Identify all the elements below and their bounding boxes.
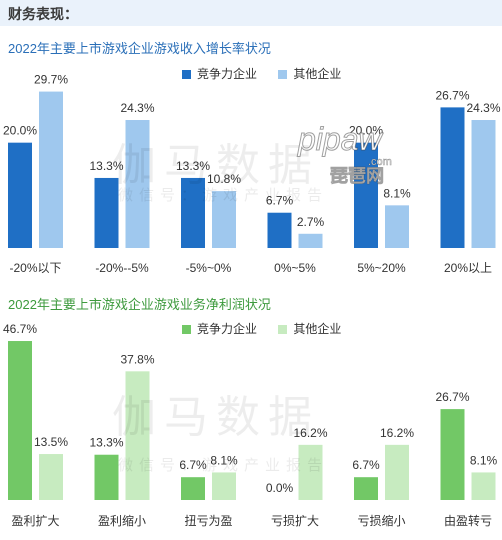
chart1-legend-label-2: 其他企业 [293,67,342,81]
chart1-title: 2022年主要上市游戏企业游戏收入增长率状况 [8,41,271,56]
chart2-data-label-s2-5: 16.2% [380,426,414,440]
chart1-category-label-3: -5%~0% [186,261,232,275]
chart2-bar-s1-1 [8,341,32,500]
chart2-legend: 竞争力企业 其他企业 [182,320,359,337]
chart1-bar-s2-2 [125,120,150,248]
chart1-bar-s2-6 [471,120,496,248]
chart1-data-label-s1-3: 13.3% [176,159,210,173]
chart2-bar-s1-5 [354,477,378,500]
chart2-legend-item-2: 其他企业 [278,320,341,337]
section-header-band [0,0,502,26]
chart2-bar-s2-5 [385,444,409,500]
chart2-data-label-s2-2: 37.8% [120,352,154,366]
chart2-data-label-s1-5: 6.7% [352,458,380,472]
chart2-bar-s1-3 [181,477,205,500]
chart1-data-label-s2-1: 29.7% [34,73,68,87]
chart2-legend-swatch-1 [182,325,191,335]
chart1-category-label-2: -20%--5% [95,261,149,275]
chart1-bar-s2-1 [39,91,63,248]
chart1-data-label-s1-5: 20.0% [349,124,383,138]
chart2-bar-s1-6 [440,409,465,500]
chart1-legend-item-1: 竞争力企业 [182,65,257,82]
chart2-data-label-s1-1: 46.7% [3,322,37,336]
chart1-data-label-s1-2: 13.3% [89,159,123,173]
chart1-data-label-s2-4: 2.7% [297,215,325,229]
chart2-title: 2022年主要上市游戏企业游戏业务净利润状况 [8,297,271,312]
chart2-data-label-s1-6: 26.7% [435,390,469,404]
section-title: 财务表现： [8,6,78,22]
chart1-bar-s1-3 [181,177,205,248]
chart2-category-label-4: 亏损扩大 [271,514,319,528]
chart1-bar-s2-5 [385,205,409,248]
chart1-data-label-s1-6: 26.7% [435,88,469,102]
chart2-bar-s2-1 [39,454,63,500]
chart2-bar-s1-2 [94,454,119,500]
chart2-category-label-6: 由盈转亏 [444,513,492,528]
chart2-data-label-s1-2: 13.3% [89,436,123,450]
chart1-legend: 竞争力企业 其他企业 [182,65,359,82]
chart1-category-label-4: 0%~5% [274,261,316,275]
chart1-bar-s1-2 [94,177,119,248]
chart2-data-label-s2-4: 16.2% [293,426,327,440]
chart1-data-label-s1-4: 6.7% [266,194,294,208]
chart1-bar-s1-5 [354,142,378,248]
chart1-data-label-s2-2: 24.3% [120,101,154,115]
chart2-bar-s2-2 [125,371,150,500]
chart1-legend-swatch-2 [278,70,288,80]
chart1-bar-s1-4 [267,212,292,248]
chart1-data-label-s1-1: 20.0% [3,124,37,138]
chart1-data-label-s2-5: 8.1% [383,186,411,200]
chart1-bar-s2-4 [298,233,323,248]
chart1-data-label-s2-6: 24.3% [466,101,500,115]
chart1-legend-swatch-1 [182,70,191,80]
chart2-data-label-s1-4: 0.0% [266,481,294,495]
chart2-data-label-s1-3: 6.7% [179,458,207,472]
chart1-data-label-s2-3: 10.8% [207,172,241,186]
chart2-data-label-s2-3: 8.1% [210,453,238,467]
chart2-category-label-5: 亏损缩小 [357,513,405,528]
chart1-category-label-6: 20%以上 [444,261,492,275]
chart2-bar-s2-3 [212,472,236,500]
chart2-category-label-2: 盈利缩小 [98,513,146,528]
chart1-legend-label-1: 竞争力企业 [197,67,258,81]
chart2-legend-label-1: 竞争力企业 [197,322,258,336]
chart1-category-label-1: -20%以下 [9,261,61,275]
chart2-legend-swatch-2 [278,325,288,335]
chart2-bar-s2-4 [298,444,323,500]
chart2-bar-s2-6 [471,472,496,500]
chart2-legend-label-2: 其他企业 [293,322,342,336]
chart2-legend-item-1: 竞争力企业 [182,320,257,337]
chart1-category-label-5: 5%~20% [357,261,406,275]
chart2-data-label-s2-1: 13.5% [34,435,68,449]
chart1-legend-item-2: 其他企业 [278,65,341,82]
chart1-bar-s2-3 [212,191,236,248]
chart2-data-label-s2-6: 8.1% [470,453,498,467]
chart2-category-label-1: 盈利扩大 [11,514,59,528]
chart1-bar-s1-1 [8,142,32,248]
chart2-category-label-3: 扭亏为盈 [184,514,232,528]
chart1-bar-s1-6 [440,107,465,248]
